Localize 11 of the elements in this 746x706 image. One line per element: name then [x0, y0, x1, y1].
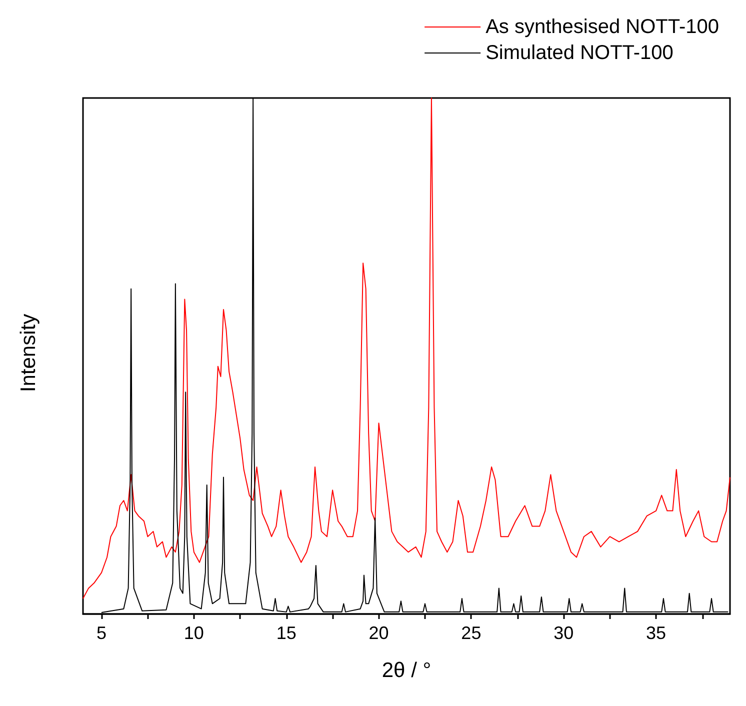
x-tick-label: 15 — [276, 623, 296, 643]
x-axis-title: 2θ / ° — [382, 659, 432, 682]
x-tick-label: 30 — [554, 623, 574, 643]
y-axis-title: Intensity — [17, 313, 40, 392]
x-tick-label: 10 — [184, 623, 204, 643]
x-tick-label: 25 — [461, 623, 482, 643]
x-tick-label: 35 — [646, 623, 666, 643]
legend-label: Simulated NOTT-100 — [486, 42, 674, 64]
x-tick-label: 5 — [96, 623, 106, 643]
x-tick-label: 20 — [368, 623, 389, 643]
legend-label: As synthesised NOTT-100 — [486, 16, 720, 38]
